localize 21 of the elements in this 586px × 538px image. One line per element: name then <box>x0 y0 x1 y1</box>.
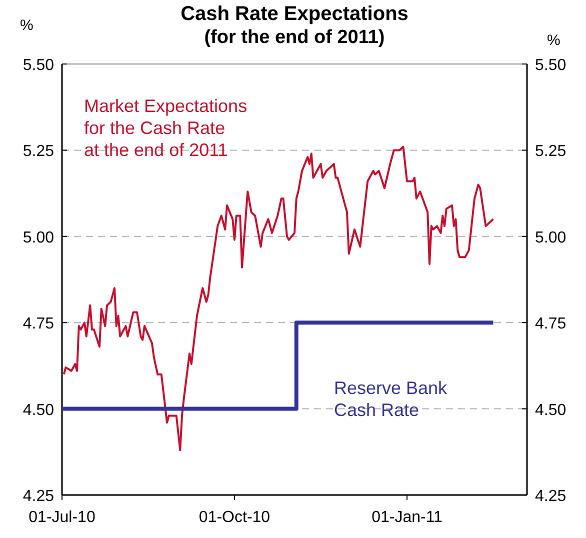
y2-tick-label: 4.75 <box>535 316 566 333</box>
y-tick-label: 4.75 <box>22 316 54 333</box>
y-tick-label: 5.00 <box>22 229 54 246</box>
y-axis-title: % <box>20 17 34 34</box>
y-tick-label: 5.25 <box>22 143 54 160</box>
y2-tick-label: 4.50 <box>535 402 566 419</box>
y2-tick-label: 5.25 <box>535 143 566 160</box>
chart-title: Cash Rate Expectations <box>180 3 408 25</box>
series-label: Market Expectations for the Cash Rate at the end of 2011 <box>84 96 248 160</box>
y2-tick-label: 4.25 <box>535 488 566 505</box>
chart-subtitle: (for the end of 2011) <box>204 27 385 48</box>
x-tick-label: 01-Oct-10 <box>198 509 270 526</box>
x-tick-label: 01-Jan-11 <box>372 509 443 526</box>
y2-tick-label: 5.00 <box>535 229 566 246</box>
x-tick-label: 01-Jul-10 <box>28 509 96 526</box>
y-tick-label: 5.50 <box>22 57 54 74</box>
text: Reserve Bank Cash Rate <box>334 378 448 420</box>
y-tick-label: 4.25 <box>22 488 54 505</box>
y-tick-label: 4.50 <box>22 402 54 419</box>
y2-axis-title: % <box>547 32 560 49</box>
y2-tick-label: 5.50 <box>535 57 566 74</box>
